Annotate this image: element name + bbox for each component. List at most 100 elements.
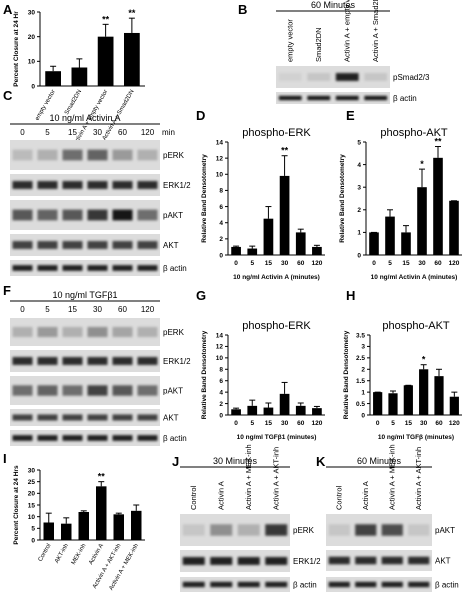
band: [112, 357, 133, 365]
band: [328, 556, 350, 565]
row-label: β actin: [163, 434, 187, 443]
x-tick-label: 5: [250, 420, 254, 427]
band: [37, 326, 58, 338]
x-axis-label: 10 ng/ml Activin A (minutes): [233, 274, 320, 281]
y-tick-label: 3.5: [356, 332, 365, 339]
band: [210, 557, 233, 565]
band: [37, 181, 58, 189]
band: [182, 581, 205, 588]
row-label: pAKT: [163, 211, 183, 220]
x-tick-label: 60: [434, 260, 442, 267]
band: [62, 209, 83, 221]
bar: [131, 510, 142, 540]
band: [112, 414, 133, 421]
row-label: pERK: [163, 328, 185, 337]
row-label: ERK1/2: [293, 557, 321, 566]
lane-label: 5: [45, 128, 50, 137]
bar: [279, 175, 290, 255]
band: [87, 209, 108, 221]
bar: [449, 396, 459, 415]
x-tick-label: 120: [311, 260, 322, 267]
blot-image: [180, 577, 290, 592]
x-tick-label: 15: [265, 260, 273, 267]
y-tick-label: 2.5: [356, 355, 365, 362]
bar: [61, 523, 72, 540]
row-label: β actin: [393, 94, 417, 103]
band: [381, 524, 403, 536]
band: [137, 385, 158, 396]
band: [112, 265, 133, 271]
lane-label: Activin A + MEK-inh: [244, 444, 253, 510]
band: [12, 149, 33, 161]
y-tick-label: 5: [31, 526, 35, 533]
band: [265, 524, 288, 536]
bar: [96, 486, 107, 540]
panel-letter: C: [3, 88, 13, 103]
row-label: β actin: [293, 581, 317, 590]
blot-title: 60 Minutes: [357, 456, 402, 466]
x-tick-label: 60: [435, 420, 443, 427]
y-tick-label: 4: [357, 162, 361, 169]
bar: [124, 32, 140, 86]
row-label: AKT: [163, 241, 179, 250]
band: [12, 181, 33, 189]
band: [278, 95, 302, 101]
band: [210, 524, 233, 536]
band: [12, 265, 33, 271]
bands: [328, 524, 430, 536]
annotation: **: [98, 472, 106, 482]
x-tick-label: AKT-inh: [54, 543, 70, 564]
bar: [279, 393, 290, 415]
x-axis-label: 10 ng/ml TGFβ1 (minutes): [237, 434, 317, 441]
band: [408, 556, 430, 565]
band: [381, 581, 403, 588]
annotation: *: [422, 355, 426, 365]
row-label: pAKT: [163, 387, 183, 396]
band: [307, 95, 331, 101]
y-axis-label: Relative Band Densotometry: [201, 154, 208, 243]
panel-letter: F: [3, 283, 11, 298]
y-tick-label: 10: [28, 59, 36, 66]
bands: [12, 265, 158, 271]
lane-label: Activin A: [216, 481, 225, 510]
bar: [417, 187, 427, 255]
band: [12, 241, 33, 249]
bands: [278, 95, 388, 101]
y-axis-label: Relative Band Densotometry: [339, 154, 346, 243]
y-tick-label: 1: [361, 389, 365, 396]
band: [408, 581, 430, 588]
bar: [231, 409, 241, 415]
band: [37, 149, 58, 161]
x-tick-label: 15: [402, 260, 410, 267]
x-tick-label: 5: [391, 420, 395, 427]
bands: [182, 557, 288, 565]
lane-label: Activin A + MEK-inh: [387, 444, 396, 510]
lane-label: 120: [141, 305, 155, 314]
x-tick-label: 30: [281, 420, 289, 427]
lane-label: Activin A + AKT-inh: [414, 447, 423, 510]
y-tick-label: 8: [219, 188, 223, 195]
y-tick-label: 0: [219, 252, 223, 259]
band: [37, 265, 58, 271]
band: [137, 181, 158, 189]
blot-image: [10, 140, 160, 170]
panel-letter: E: [346, 108, 355, 123]
band: [37, 357, 58, 365]
x-tick-label: MEK-inh: [71, 543, 88, 566]
bar: [434, 376, 444, 415]
blot-title: 10 ng/ml Activin A: [49, 113, 120, 123]
y-tick-label: 10: [216, 172, 224, 179]
band: [12, 357, 33, 365]
x-tick-label: 30: [418, 260, 426, 267]
y-tick-label: 5: [357, 139, 361, 146]
band: [62, 149, 83, 161]
bar: [78, 512, 89, 540]
band: [210, 581, 233, 588]
y-tick-label: 1: [357, 230, 361, 237]
bar: [419, 369, 429, 415]
y-tick-label: 2: [357, 207, 361, 214]
lane-label: Smad2DN: [314, 27, 323, 62]
band: [137, 357, 158, 365]
band: [328, 581, 350, 588]
band: [62, 181, 83, 189]
